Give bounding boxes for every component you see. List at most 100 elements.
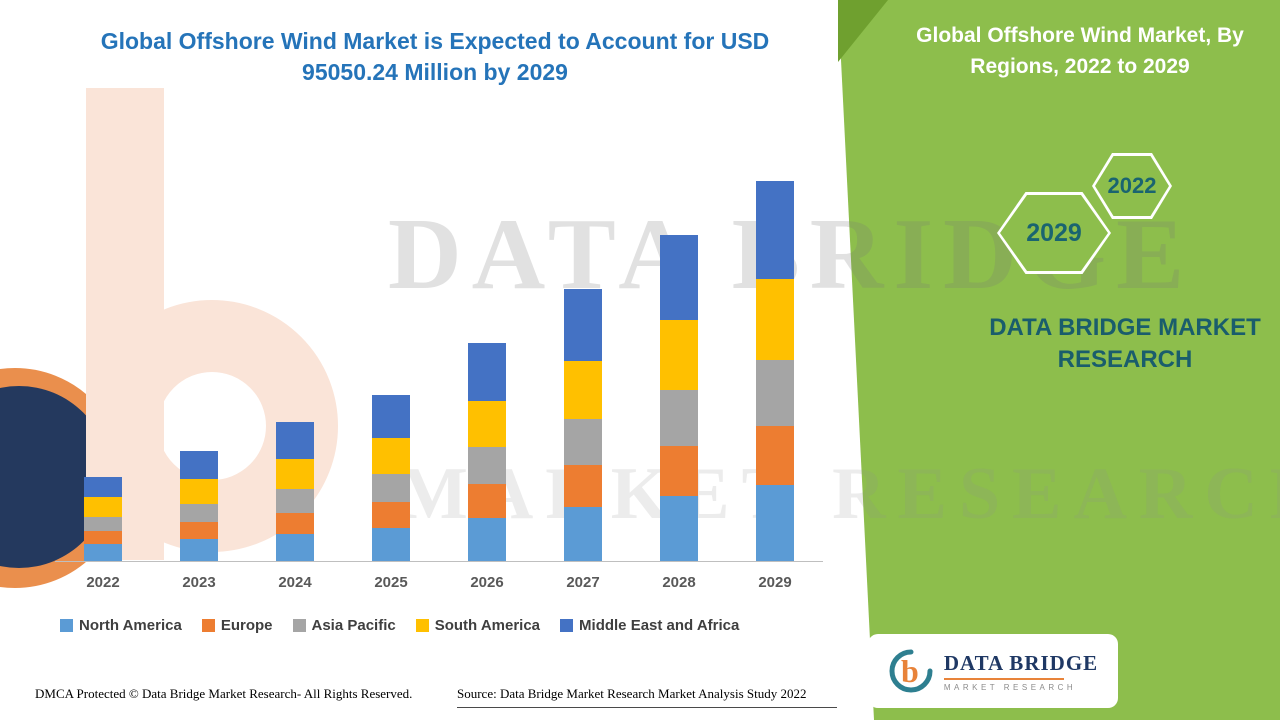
plot-area bbox=[55, 180, 823, 562]
x-axis-label: 2028 bbox=[662, 574, 696, 591]
legend-swatch-icon bbox=[415, 619, 429, 632]
legend-item: South America bbox=[415, 617, 541, 634]
bar-stack bbox=[468, 343, 506, 561]
hexagon-badge-2029: 2029 bbox=[997, 192, 1111, 274]
bar-segment bbox=[756, 279, 794, 361]
bar-column-2022 bbox=[55, 180, 151, 561]
bar-segment bbox=[756, 360, 794, 426]
bar-segment bbox=[372, 473, 410, 502]
bar-stack bbox=[660, 235, 698, 561]
bar-segment bbox=[564, 289, 602, 361]
legend-swatch-icon bbox=[201, 619, 215, 632]
side-panel-title: Global Offshore Wind Market, By Regions,… bbox=[916, 24, 1244, 78]
legend-swatch-icon bbox=[560, 619, 574, 632]
bar-segment bbox=[180, 478, 218, 504]
bar-segment bbox=[276, 512, 314, 534]
bar-segment bbox=[84, 531, 122, 544]
bar-column-2025 bbox=[343, 180, 439, 561]
x-axis-label: 2024 bbox=[278, 574, 312, 591]
x-axis-labels: 2022 2023 2024 2025 2026 2027 2028 2029 bbox=[55, 574, 823, 591]
watermark-text-market-research: MARKET RESEARCH bbox=[398, 453, 1280, 535]
legend-label: Asia Pacific bbox=[311, 617, 396, 634]
bar-stack bbox=[564, 289, 602, 561]
footer-logo-card: b DATA BRIDGE MARKET RESEARCH bbox=[868, 634, 1118, 708]
bar-segment bbox=[756, 180, 794, 280]
bar-column-2024 bbox=[247, 180, 343, 561]
x-axis-label: 2026 bbox=[470, 574, 504, 591]
bar-segment bbox=[660, 389, 698, 446]
bar-segment bbox=[468, 400, 506, 447]
chart-legend: North America Europe Asia Pacific South Ame… bbox=[60, 617, 739, 634]
bar-segment bbox=[372, 527, 410, 561]
bar-segment bbox=[84, 496, 122, 517]
legend-label: North America bbox=[79, 617, 182, 634]
bar-column-2023 bbox=[151, 180, 247, 561]
bar-segment bbox=[756, 484, 794, 561]
footer-source-text: Source: Data Bridge Market Research Mark… bbox=[457, 686, 837, 708]
bar-stack bbox=[180, 450, 218, 561]
chart-title-line1: Global Offshore Wind Market is Expected … bbox=[100, 28, 770, 54]
bar-segment bbox=[468, 517, 506, 561]
bar-segment bbox=[756, 425, 794, 485]
bar-segment bbox=[468, 446, 506, 484]
bar-segment bbox=[660, 495, 698, 561]
hexagon-badge-2022-label: 2022 bbox=[1095, 156, 1169, 216]
hexagon-badge-2022: 2022 bbox=[1092, 153, 1172, 219]
bar-segment bbox=[660, 320, 698, 390]
bar-stack bbox=[372, 394, 410, 561]
bar-segment bbox=[276, 533, 314, 561]
bar-segment bbox=[84, 517, 122, 531]
legend-swatch-icon bbox=[292, 619, 306, 632]
legend-item: Asia Pacific bbox=[292, 617, 396, 634]
bar-segment bbox=[180, 503, 218, 522]
footer-dmca-text: DMCA Protected © Data Bridge Market Rese… bbox=[35, 686, 413, 701]
legend-label: Middle East and Africa bbox=[579, 617, 740, 634]
bar-column-2027 bbox=[535, 180, 631, 561]
x-axis-label: 2023 bbox=[182, 574, 216, 591]
legend-label: Europe bbox=[220, 617, 273, 634]
bar-stack bbox=[756, 180, 794, 561]
x-axis-label: 2022 bbox=[86, 574, 120, 591]
legend-swatch-icon bbox=[60, 619, 73, 632]
bar-segment bbox=[660, 235, 698, 321]
bar-column-2026 bbox=[439, 180, 535, 561]
bar-segment bbox=[564, 360, 602, 419]
bar-stack bbox=[84, 476, 122, 561]
brand-text: DATA BRIDGE MARKET RESEARCH bbox=[989, 314, 1261, 373]
bar-segment bbox=[180, 521, 218, 539]
bar-stack bbox=[276, 421, 314, 561]
footer-logo-title: DATA BRIDGE bbox=[943, 650, 1099, 675]
bar-segment bbox=[564, 506, 602, 561]
bar-column-2028 bbox=[631, 180, 727, 561]
bar-segment bbox=[468, 343, 506, 401]
x-axis-label: 2027 bbox=[566, 574, 600, 591]
bar-segment bbox=[660, 445, 698, 496]
legend-item: Europe bbox=[201, 617, 273, 634]
bar-segment bbox=[276, 458, 314, 489]
bar-segment bbox=[372, 394, 410, 438]
bar-segment bbox=[372, 501, 410, 528]
bar-segment bbox=[84, 544, 122, 561]
footer-logo-rule bbox=[943, 677, 1064, 680]
chart-title: Global Offshore Wind Market is Expected … bbox=[70, 26, 800, 88]
bar-segment bbox=[468, 483, 506, 518]
x-axis-label: 2029 bbox=[758, 574, 792, 591]
data-bridge-logo-icon: b bbox=[889, 649, 933, 693]
bar-segment bbox=[372, 437, 410, 474]
bar-segment bbox=[276, 421, 314, 459]
svg-text:b: b bbox=[901, 653, 919, 689]
legend-label: South America bbox=[434, 617, 541, 634]
bar-segment bbox=[564, 464, 602, 507]
bar-segment bbox=[180, 538, 218, 561]
chart-title-line2: 95050.24 Million by 2029 bbox=[302, 59, 568, 85]
legend-item: Middle East and Africa bbox=[560, 617, 739, 634]
x-axis-label: 2025 bbox=[374, 574, 408, 591]
bar-segment bbox=[180, 450, 218, 479]
bar-segment bbox=[564, 418, 602, 465]
bar-segment bbox=[276, 488, 314, 513]
footer-logo-subtitle: MARKET RESEARCH bbox=[943, 682, 1077, 692]
legend-item: North America bbox=[60, 617, 182, 634]
footer-logo-text: DATA BRIDGE MARKET RESEARCH bbox=[943, 650, 1099, 692]
bar-column-2029 bbox=[727, 180, 823, 561]
